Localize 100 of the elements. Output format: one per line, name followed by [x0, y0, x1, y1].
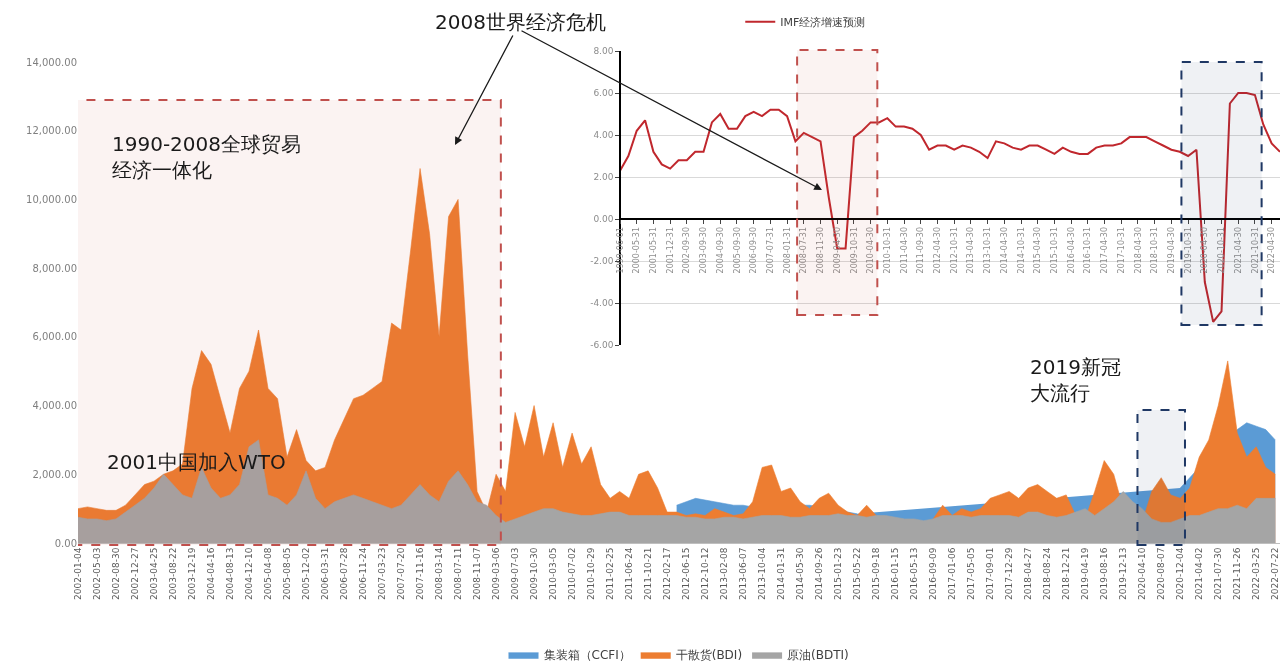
- x-tick-label: 2003-12-19: [186, 547, 197, 600]
- x-tick-label: 2013-06-07: [738, 547, 749, 600]
- x-tick-label: 2022-07-22: [1270, 547, 1281, 600]
- x-tick-label: 2014-05-30: [795, 547, 806, 600]
- legend-label: IMF经济增速预测: [780, 16, 866, 30]
- x-tick-label: 2001-05-31: [649, 226, 659, 274]
- y-tick-label: 0.00: [54, 537, 77, 549]
- x-tick-label: 2012-10-31: [949, 226, 959, 274]
- x-tick-label: 2022-03-25: [1251, 547, 1262, 600]
- y-tick-label: 8,000.00: [32, 262, 77, 274]
- x-tick-label: 2016-04-30: [1066, 226, 1076, 274]
- x-tick-label: 2018-04-30: [1133, 226, 1143, 274]
- x-tick-label: 2016-09-09: [928, 547, 939, 600]
- x-tick-label: 2010-10-29: [586, 547, 597, 600]
- x-tick-label: 2021-10-31: [1250, 226, 1260, 274]
- x-tick-label: 2005-04-08: [262, 547, 273, 600]
- x-tick-label: 2008-07-31: [799, 226, 809, 274]
- x-tick-label: 2016-10-31: [1083, 226, 1093, 274]
- x-tick-label: 2008-11-30: [816, 226, 826, 274]
- x-tick-label: 2003-08-22: [167, 547, 178, 600]
- x-tick-label: 2016-05-13: [909, 547, 920, 600]
- x-tick-label: 2018-12-21: [1061, 547, 1072, 600]
- x-tick-label: 2021-04-02: [1194, 547, 1205, 600]
- x-tick-label: 2018-10-31: [1150, 226, 1160, 274]
- x-tick-label: 2014-09-26: [814, 547, 825, 600]
- x-tick-label: 2009-07-03: [510, 547, 521, 600]
- x-tick-label: 2008-03-14: [434, 547, 444, 600]
- x-tick-label: 2004-12-10: [243, 547, 254, 600]
- x-tick-label: 2009-04-30: [832, 226, 842, 274]
- x-tick-label: 2015-05-22: [852, 547, 863, 600]
- y-tick-label: 8.00: [593, 46, 614, 57]
- x-tick-label: 2006-03-31: [319, 547, 330, 600]
- x-tick-label: 2020-10-31: [1217, 226, 1227, 274]
- x-tick-label: 2017-05-05: [966, 547, 977, 600]
- annotation: 2019新冠大流行: [1030, 355, 1121, 405]
- text: 2008世界经济危机: [435, 10, 606, 34]
- x-tick-label: 2016-01-15: [890, 547, 901, 600]
- x-tick-label: 2013-04-30: [966, 226, 976, 274]
- x-tick-label: 2008-07-11: [453, 547, 463, 600]
- x-tick-label: 2007-11-16: [414, 547, 425, 600]
- x-tick-label: 2002-01-04: [72, 547, 83, 600]
- x-tick-label: 2019-08-16: [1099, 547, 1110, 600]
- x-tick-label: 2007-07-31: [765, 226, 775, 274]
- x-tick-label: 2018-04-27: [1023, 547, 1034, 600]
- x-tick-label: 2010-10-31: [882, 226, 892, 274]
- x-tick-label: 2014-01-31: [776, 547, 787, 600]
- x-tick-label: 2017-09-01: [985, 547, 996, 600]
- x-tick-label: 2010-04-30: [866, 226, 876, 274]
- x-tick-label: 2008-01-31: [782, 226, 792, 274]
- x-tick-label: 2006-11-24: [357, 547, 368, 600]
- x-tick-label: 2019-04-19: [1080, 547, 1091, 600]
- x-tick-label: 2002-05-03: [91, 547, 102, 600]
- x-tick-label: 2004-04-16: [205, 547, 216, 600]
- x-tick-label: 2011-02-25: [605, 547, 616, 600]
- x-tick-label: 2020-04-30: [1200, 226, 1210, 274]
- x-tick-label: 2003-09-30: [699, 226, 709, 274]
- x-tick-label: 2003-04-25: [148, 547, 159, 600]
- x-tick-label: 2007-07-20: [395, 547, 406, 600]
- x-tick-label: 2020-12-04: [1175, 547, 1186, 600]
- x-tick-label: 2017-01-06: [947, 547, 958, 600]
- x-tick-label: 2015-04-30: [1033, 226, 1043, 274]
- legend-label: 原油(BDTI): [787, 648, 849, 663]
- annotation: 2001中国加入WTO: [107, 450, 286, 474]
- x-tick-label: 2005-12-02: [300, 547, 311, 600]
- x-tick-label: 2020-08-07: [1156, 547, 1167, 600]
- x-tick-label: 2019-10-31: [1183, 226, 1193, 274]
- x-tick-label: 2021-11-26: [1232, 547, 1243, 600]
- y-tick-label: 2.00: [593, 172, 614, 183]
- x-tick-label: 2012-10-12: [700, 547, 711, 600]
- x-tick-label: 2011-06-24: [624, 547, 635, 600]
- x-tick-label: 2006-07-28: [338, 547, 349, 600]
- x-tick-label: 2006-09-30: [749, 226, 759, 274]
- x-tick-label: 2017-12-29: [1004, 547, 1015, 600]
- y-tick-label: 4.00: [593, 130, 614, 141]
- x-tick-label: 2009-10-31: [849, 226, 859, 274]
- x-tick-label: 2019-12-13: [1118, 547, 1129, 600]
- x-tick-label: 2015-09-18: [871, 547, 882, 600]
- x-tick-label: 2013-10-31: [983, 226, 993, 274]
- y-tick-label: -2.00: [590, 256, 614, 267]
- y-tick-label: 12,000.00: [26, 125, 77, 137]
- y-tick-label: 4,000.00: [32, 400, 77, 412]
- y-tick-label: 6,000.00: [32, 331, 77, 343]
- x-tick-label: 2001-12-31: [665, 226, 675, 274]
- y-tick-label: 14,000.00: [26, 56, 77, 68]
- x-tick-label: 2010-03-05: [548, 547, 559, 600]
- y-tick-label: -4.00: [590, 298, 614, 309]
- x-tick-label: 2011-09-30: [916, 226, 926, 274]
- x-tick-label: 2010-07-02: [567, 547, 578, 600]
- x-tick-label: 2011-04-30: [899, 226, 909, 274]
- x-tick-label: 2020-04-10: [1137, 547, 1148, 600]
- legend-label: 集装箱（CCFI）: [543, 648, 631, 663]
- x-tick-label: 2013-10-04: [757, 547, 768, 600]
- x-tick-label: 2002-08-30: [110, 547, 121, 600]
- x-tick-label: 2009-03-06: [491, 547, 502, 600]
- x-tick-label: 2005-08-05: [281, 547, 292, 600]
- x-tick-label: 2015-01-23: [833, 547, 844, 600]
- x-tick-label: 2017-10-31: [1116, 226, 1126, 274]
- x-tick-label: 2004-09-30: [715, 226, 725, 274]
- x-tick-label: 2005-09-30: [732, 226, 742, 274]
- x-tick-label: 2011-10-21: [643, 547, 654, 600]
